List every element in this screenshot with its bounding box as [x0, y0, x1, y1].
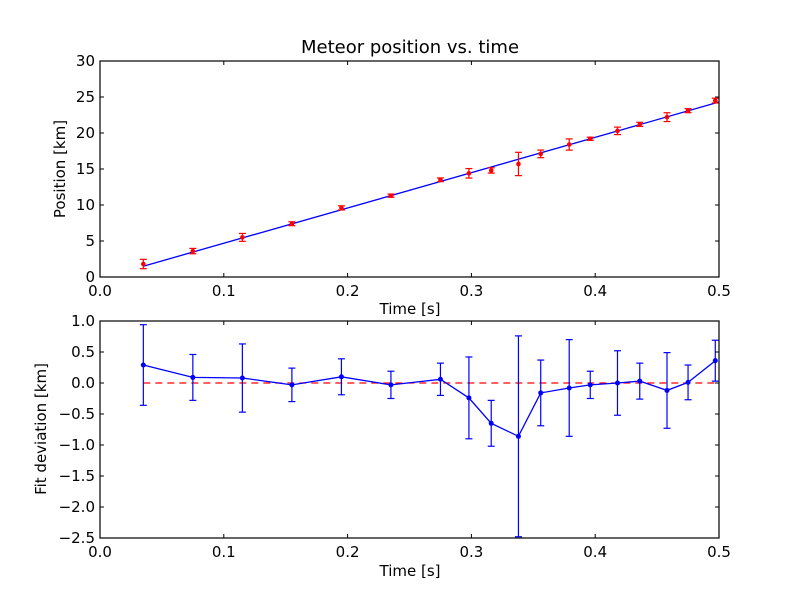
deviation-plot: 0.0 0.1 0.2 0.3 0.4 0.5 −2.5 −2.0 −1.5 −1.0 −0.5 0.… — [32, 312, 731, 580]
measurement-point — [388, 193, 394, 198]
x-tick-label: 0.2 — [336, 282, 360, 300]
deviation-plot-frame — [99, 320, 720, 539]
y-tick-label: −1.0 — [59, 436, 95, 454]
measurement-point — [190, 248, 196, 254]
y-tick-label: 10 — [76, 196, 95, 214]
y-tick-label: −0.5 — [59, 405, 95, 423]
y-tick-label: 0 — [85, 268, 95, 286]
measurement-point — [141, 261, 146, 267]
measurement-point — [438, 177, 443, 183]
measurement-point — [712, 98, 718, 103]
deviation-point — [538, 390, 544, 396]
measurement-point — [615, 128, 620, 134]
measurement-point — [466, 171, 472, 176]
x-tick-label: 0.1 — [212, 543, 236, 561]
x-tick-label: 0.4 — [583, 282, 607, 300]
x-tick-label: 0.4 — [583, 543, 607, 561]
deviation-plot-data — [139, 324, 719, 538]
position-plot-data — [139, 97, 720, 270]
measurement-point — [637, 122, 643, 127]
measurement-point — [488, 168, 494, 173]
deviation-point — [388, 382, 394, 388]
measurement-point — [587, 136, 593, 142]
deviation-point — [566, 385, 572, 391]
deviation-point — [437, 376, 443, 382]
deviation-point — [515, 433, 521, 439]
y-tick-label: 30 — [76, 52, 95, 70]
x-tick-label: 0.3 — [459, 282, 483, 300]
measurement-point — [664, 114, 670, 120]
y-tick-label: −2.5 — [59, 529, 95, 547]
measurement-point — [240, 235, 245, 240]
deviation-point — [190, 374, 196, 380]
position-plot-x-label: Time [s] — [379, 300, 441, 318]
deviation-plot-x-label: Time [s] — [379, 562, 441, 580]
deviation-point — [664, 387, 670, 393]
y-tick-label: 25 — [76, 88, 95, 106]
x-tick-label: 0.2 — [336, 543, 360, 561]
deviation-point — [712, 358, 718, 364]
measurement-point — [685, 108, 691, 113]
fit-line — [143, 101, 720, 267]
deviation-point — [289, 382, 295, 388]
y-tick-label: 15 — [76, 160, 95, 178]
y-tick-label: −1.5 — [59, 467, 95, 485]
deviation-point — [338, 374, 344, 380]
y-tick-label: −2.0 — [59, 498, 95, 516]
measurement-point — [566, 142, 572, 147]
x-tick-label: 0.5 — [707, 543, 731, 561]
x-tick-label: 0.5 — [707, 282, 731, 300]
deviation-point — [637, 378, 643, 384]
x-tick-label: 0.3 — [459, 543, 483, 561]
position-plot-ticks: 0.0 0.1 0.2 0.3 0.4 0.5 0 5 10 15 20 25 30 — [76, 52, 731, 300]
deviation-point — [488, 420, 494, 426]
y-tick-label: 20 — [76, 124, 95, 142]
y-tick-label: 1.0 — [71, 312, 95, 330]
deviation-point — [614, 380, 620, 386]
deviation-point — [239, 375, 245, 381]
y-tick-label: 0.5 — [71, 343, 95, 361]
deviation-line — [143, 360, 716, 438]
deviation-point — [466, 395, 472, 401]
measurement-point — [516, 161, 521, 167]
y-tick-label: 0.0 — [71, 374, 95, 392]
deviation-plot-y-label: Fit deviation [km] — [32, 363, 50, 495]
x-tick-label: 0.0 — [88, 543, 112, 561]
measurement-point — [289, 221, 295, 227]
deviation-point — [685, 379, 691, 385]
measurement-point — [339, 205, 344, 211]
measurement-point — [538, 151, 544, 157]
chart-title: Meteor position vs. time — [301, 37, 519, 58]
position-plot-y-label: Position [km] — [51, 120, 69, 218]
deviation-point — [140, 362, 146, 368]
position-plot: Meteor position vs. time 0.0 0.1 0.2 0.3 0.4… — [51, 37, 731, 318]
deviation-point — [587, 382, 593, 388]
x-tick-label: 0.0 — [88, 282, 112, 300]
x-tick-label: 0.1 — [212, 282, 236, 300]
deviation-plot-ticks: 0.0 0.1 0.2 0.3 0.4 0.5 −2.5 −2.0 −1.5 −1.0 −0.5 0.… — [59, 312, 731, 561]
y-tick-label: 5 — [85, 232, 95, 250]
